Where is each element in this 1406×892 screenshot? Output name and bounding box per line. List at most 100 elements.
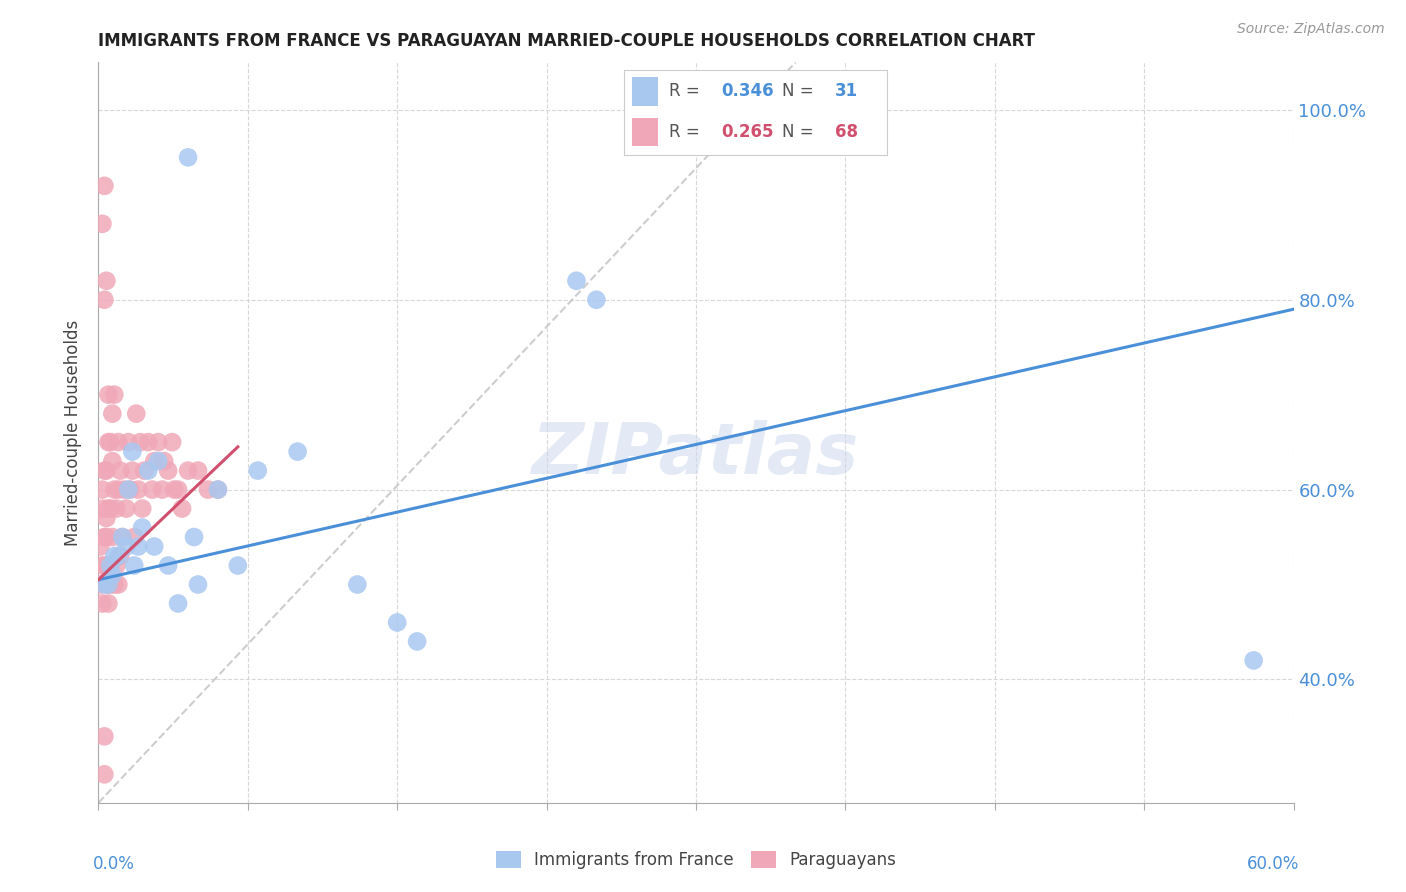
Point	[136, 464, 159, 478]
Point	[93, 178, 115, 193]
Point	[93, 464, 115, 478]
Point	[91, 217, 114, 231]
Point	[117, 435, 139, 450]
Point	[115, 501, 138, 516]
Point	[136, 435, 159, 450]
Point	[207, 483, 229, 497]
Point	[167, 483, 190, 497]
Point	[93, 767, 115, 781]
Point	[103, 549, 125, 563]
Point	[89, 577, 111, 591]
Point	[287, 444, 309, 458]
Point	[110, 549, 132, 563]
Point	[101, 454, 124, 468]
Point	[93, 730, 115, 744]
Point	[124, 558, 146, 573]
Point	[98, 501, 122, 516]
Point	[346, 577, 368, 591]
Point	[98, 558, 122, 573]
Point	[96, 530, 118, 544]
Point	[101, 568, 124, 582]
Point	[98, 435, 122, 450]
Point	[143, 540, 166, 554]
Point	[150, 483, 173, 497]
Point	[131, 520, 153, 534]
Point	[103, 483, 125, 497]
Point	[97, 501, 120, 516]
Point	[131, 501, 153, 516]
Point	[385, 615, 409, 630]
Point	[97, 435, 120, 450]
Point	[148, 454, 170, 468]
Text: Source: ZipAtlas.com: Source: ZipAtlas.com	[1237, 22, 1385, 37]
Point	[157, 464, 180, 478]
Point	[129, 435, 152, 450]
Point	[160, 435, 183, 450]
Point	[98, 558, 122, 573]
Point	[127, 483, 149, 497]
Point	[187, 464, 209, 478]
Point	[565, 274, 588, 288]
Legend: Immigrants from France, Paraguayans: Immigrants from France, Paraguayans	[489, 845, 903, 876]
Point	[97, 558, 120, 573]
Point	[153, 454, 176, 468]
Point	[101, 530, 124, 544]
Point	[585, 293, 607, 307]
Point	[91, 483, 114, 497]
Point	[197, 483, 219, 497]
Point	[97, 577, 120, 591]
Point	[105, 558, 128, 573]
Point	[97, 597, 120, 611]
Point	[148, 435, 170, 450]
Point	[91, 558, 114, 573]
Point	[107, 577, 129, 591]
Point	[96, 577, 118, 591]
Point	[98, 577, 122, 591]
Point	[93, 530, 115, 544]
Point	[187, 577, 209, 591]
Point	[91, 501, 114, 516]
Point	[1243, 653, 1265, 667]
Point	[112, 483, 135, 497]
Point	[177, 464, 200, 478]
Point	[110, 464, 132, 478]
Point	[124, 530, 146, 544]
Point	[177, 150, 200, 164]
Point	[120, 483, 142, 497]
Point	[93, 558, 115, 573]
Point	[157, 558, 180, 573]
Point	[172, 501, 194, 516]
Point	[207, 483, 229, 497]
Point	[107, 549, 129, 563]
Point	[103, 387, 125, 401]
Point	[121, 464, 143, 478]
Point	[183, 530, 205, 544]
Point	[115, 540, 138, 554]
Text: ZIPatlas: ZIPatlas	[533, 420, 859, 490]
Point	[167, 597, 190, 611]
Point	[93, 577, 115, 591]
Point	[127, 540, 149, 554]
Point	[111, 530, 134, 544]
Point	[96, 464, 118, 478]
Point	[134, 464, 156, 478]
Point	[111, 530, 134, 544]
Text: 0.0%: 0.0%	[93, 855, 135, 872]
Point	[125, 407, 148, 421]
Text: IMMIGRANTS FROM FRANCE VS PARAGUAYAN MARRIED-COUPLE HOUSEHOLDS CORRELATION CHART: IMMIGRANTS FROM FRANCE VS PARAGUAYAN MAR…	[98, 32, 1035, 50]
Point	[101, 407, 124, 421]
Point	[93, 293, 115, 307]
Point	[105, 501, 128, 516]
Point	[143, 454, 166, 468]
Point	[117, 483, 139, 497]
Point	[103, 577, 125, 591]
Point	[141, 483, 163, 497]
Point	[96, 274, 118, 288]
Point	[97, 387, 120, 401]
Point	[96, 511, 118, 525]
Point	[163, 483, 186, 497]
Point	[121, 444, 143, 458]
Point	[89, 540, 111, 554]
Text: 60.0%: 60.0%	[1247, 855, 1299, 872]
Point	[406, 634, 429, 648]
